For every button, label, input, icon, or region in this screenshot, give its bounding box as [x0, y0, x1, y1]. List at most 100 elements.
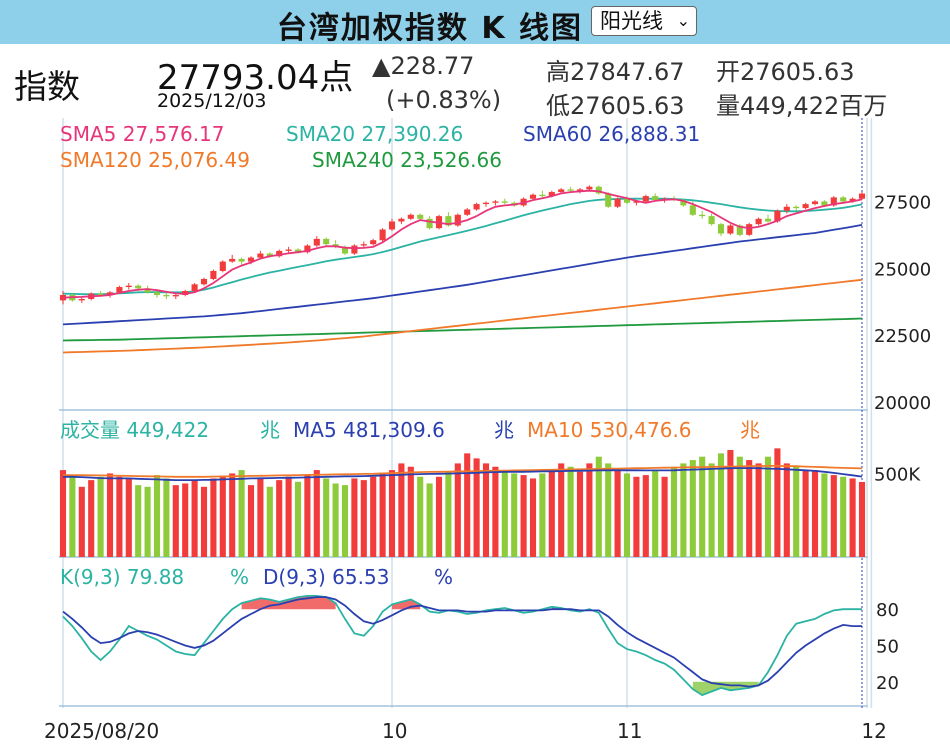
legend-sma120: SMA120 25,076.49	[60, 148, 250, 172]
theme-dropdown[interactable]: 阳光线 ⌄	[591, 6, 697, 36]
kline-chart-svg[interactable]: 20000 22500 25000 27500 500K 20 50 80 2025/08/20…	[0, 112, 950, 743]
volume-bar	[332, 483, 339, 557]
volume-bar	[699, 456, 706, 557]
chart-area[interactable]: 20000 22500 25000 27500 500K 20 50 80 2025/08/20…	[0, 112, 950, 745]
candle-body	[623, 198, 631, 203]
volume-bar	[520, 475, 527, 557]
line-sma240	[62, 317, 863, 342]
x-tick-label: 10	[382, 719, 407, 741]
legend-vol-ma10: MA10 530,476.6	[527, 418, 692, 442]
candle-body	[153, 292, 161, 296]
volume-bar	[407, 466, 414, 557]
candle-body	[689, 205, 696, 215]
volume-bar	[435, 476, 443, 557]
volume-bar	[370, 476, 377, 557]
volume-bar	[135, 485, 142, 557]
candle-body	[811, 201, 819, 205]
volume-bar	[285, 476, 292, 557]
volume-bar	[548, 470, 555, 557]
candle-body	[257, 253, 264, 258]
volume-bar	[482, 463, 490, 557]
legend-vol-ma10-unit: 兆	[740, 418, 760, 442]
volume-bar	[595, 456, 602, 557]
candle-body	[586, 186, 593, 190]
legend-k: K(9,3) 79.88	[60, 565, 184, 589]
candle-body	[294, 249, 302, 253]
volume-bar	[567, 466, 574, 557]
candle-body	[746, 224, 753, 235]
candle-body	[558, 189, 565, 193]
candle-body	[341, 246, 349, 254]
candle-body	[417, 214, 424, 219]
candle-body	[276, 250, 283, 257]
candle-body	[708, 216, 715, 225]
kd-tick-label: 80	[876, 600, 899, 621]
candle-body	[351, 245, 358, 254]
candle-body	[764, 218, 772, 222]
volume-bar	[539, 473, 546, 557]
axis-labels: 20000 22500 25000 27500 500K 20 50 80 2025/08/20…	[44, 192, 931, 743]
volume-bar	[238, 470, 245, 557]
candle-body	[755, 218, 762, 225]
volume-bar	[830, 475, 837, 557]
theme-dropdown-value: 阳光线	[600, 9, 663, 33]
volume-bar	[501, 470, 508, 557]
title-bar: 台湾加权指数 K 线图 阳光线 ⌄	[0, 0, 950, 46]
candle-body	[736, 225, 743, 235]
volume-bar	[689, 460, 696, 557]
candle-body	[595, 186, 602, 194]
candle-body	[97, 293, 104, 296]
candle-body	[398, 218, 405, 222]
volume-bar	[304, 475, 311, 557]
candle-body	[642, 196, 649, 202]
volume-bar	[633, 476, 640, 557]
volume-bar	[680, 463, 687, 557]
candle-body	[407, 214, 414, 219]
volume-bar	[78, 486, 85, 557]
grid-layer	[59, 118, 873, 708]
volume-bar	[840, 476, 847, 557]
volume-bar	[341, 485, 349, 557]
volume-bar	[764, 456, 772, 557]
volume-bar	[294, 481, 302, 557]
x-tick-label: 12	[861, 719, 886, 741]
volume-bar	[623, 473, 631, 557]
x-tick-label: 11	[617, 719, 642, 741]
candle-body	[388, 221, 396, 230]
volume-bar	[652, 470, 659, 557]
legend-d: D(9,3) 65.53	[263, 565, 389, 589]
candle-body	[482, 202, 490, 205]
candle-body	[501, 201, 508, 203]
candle-body	[163, 295, 170, 297]
candle-body	[473, 204, 480, 210]
legend-sma20: SMA20 27,390.26	[286, 122, 463, 146]
candle-body	[210, 270, 217, 279]
legend-sma240: SMA240 23,526.66	[312, 148, 502, 172]
line-vol-ma10	[63, 464, 863, 478]
volume-bar	[586, 463, 593, 557]
candle-body	[567, 189, 574, 191]
line-d	[62, 596, 862, 688]
candle-body	[849, 198, 856, 202]
candle-body	[783, 206, 790, 211]
candle-body	[605, 193, 612, 207]
volume-bar	[558, 463, 565, 557]
volume-bar	[454, 463, 461, 557]
volume-bar	[313, 470, 320, 557]
candle-body	[191, 284, 198, 291]
volume-bar	[182, 483, 189, 557]
candle-body	[492, 201, 499, 203]
volume-bar	[783, 463, 790, 557]
price-tick-label: 20000	[874, 393, 931, 414]
candle-body	[652, 196, 659, 201]
candle-body	[680, 200, 687, 206]
candle-body	[219, 261, 226, 271]
line-k	[62, 595, 862, 697]
change-percent: (+0.83%)	[386, 86, 502, 114]
volume-bar	[661, 476, 668, 557]
candle-body	[727, 225, 734, 234]
candle-body	[464, 209, 471, 215]
volume-bar	[229, 473, 236, 557]
candle-body	[247, 257, 255, 262]
candle-body	[172, 295, 179, 297]
